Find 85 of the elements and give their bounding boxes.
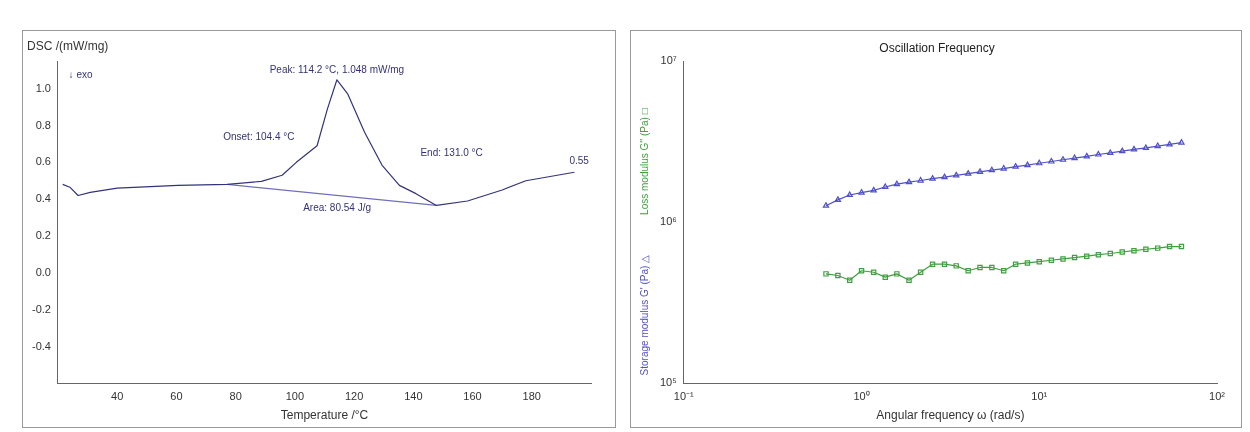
point bbox=[1130, 145, 1138, 152]
point bbox=[1036, 159, 1043, 166]
point bbox=[870, 186, 877, 193]
x-tick-label: 120 bbox=[344, 390, 364, 403]
x-tick-label: 60 bbox=[170, 390, 183, 403]
x-tick-label: 10¹ bbox=[1031, 390, 1048, 403]
y-tick-label: 10⁶ bbox=[660, 215, 677, 228]
point bbox=[1048, 257, 1055, 263]
point bbox=[964, 169, 972, 176]
point bbox=[1012, 163, 1019, 169]
point bbox=[977, 264, 983, 271]
point bbox=[1142, 144, 1150, 151]
point bbox=[929, 261, 936, 267]
point bbox=[906, 277, 912, 283]
point bbox=[1048, 157, 1055, 164]
y-tick-label: 0.4 bbox=[35, 192, 51, 205]
point bbox=[835, 272, 841, 279]
y-axis-title: DSC /(mW/mg) bbox=[27, 39, 109, 54]
annotation: 0.55 bbox=[569, 155, 590, 167]
point bbox=[846, 191, 853, 198]
point bbox=[941, 261, 948, 267]
y-tick-label: 0.2 bbox=[35, 229, 51, 242]
point bbox=[822, 202, 830, 208]
point bbox=[894, 271, 900, 277]
text: Storage modulus G' (Pa) △ bbox=[638, 254, 650, 376]
x-tick-label: 10⁻¹ bbox=[673, 390, 695, 403]
point bbox=[1095, 150, 1102, 157]
point bbox=[1060, 256, 1066, 262]
y-tick-label: 10⁷ bbox=[660, 54, 677, 67]
point bbox=[882, 183, 889, 190]
point bbox=[1155, 245, 1161, 251]
x-tick-label: 140 bbox=[404, 390, 423, 403]
x-tick-label: 40 bbox=[111, 390, 124, 403]
chart-title: Oscillation Frequency bbox=[879, 40, 995, 55]
point bbox=[1024, 260, 1031, 266]
annotation: Area: 80.54 J/g bbox=[303, 201, 371, 213]
point bbox=[1024, 161, 1031, 168]
point bbox=[905, 178, 913, 185]
point bbox=[823, 271, 829, 277]
y-tick-label: 10⁵ bbox=[660, 376, 677, 389]
point bbox=[1084, 253, 1090, 259]
point bbox=[1154, 142, 1161, 149]
point bbox=[882, 274, 888, 280]
y-tick-label: 0.6 bbox=[35, 155, 51, 168]
annotation: ↓ exo bbox=[68, 69, 93, 81]
point bbox=[917, 176, 924, 183]
x-tick-label: 180 bbox=[522, 390, 541, 403]
y-tick-label: 0.8 bbox=[35, 118, 51, 131]
x-tick-label: 80 bbox=[229, 390, 242, 403]
point bbox=[1083, 152, 1090, 159]
point bbox=[1107, 149, 1114, 156]
x-tick-label: 100 bbox=[285, 390, 305, 403]
point bbox=[989, 264, 995, 271]
x-tick-label: 160 bbox=[463, 390, 482, 403]
point bbox=[1178, 139, 1185, 145]
y-tick-label: -0.2 bbox=[31, 302, 51, 315]
point bbox=[1131, 247, 1137, 254]
point bbox=[834, 196, 842, 202]
point bbox=[965, 268, 971, 274]
point bbox=[1059, 156, 1067, 162]
annotation: Peak: 114.2 °C, 1.048 mW/mg bbox=[269, 63, 405, 75]
point bbox=[1036, 258, 1042, 265]
x-tick-label: 10² bbox=[1209, 390, 1226, 403]
point bbox=[1166, 140, 1173, 147]
point bbox=[976, 168, 984, 174]
annotation: Onset: 104.4 °C bbox=[223, 130, 295, 142]
x-axis-title: Temperature /°C bbox=[280, 408, 369, 423]
point bbox=[893, 180, 901, 187]
point bbox=[929, 175, 936, 181]
y-tick-label: -0.4 bbox=[31, 339, 51, 352]
point bbox=[1143, 246, 1149, 252]
point bbox=[1071, 154, 1078, 161]
point bbox=[953, 263, 959, 269]
point bbox=[1119, 147, 1126, 154]
text: Loss modulus G'' (Pa) □ bbox=[638, 108, 650, 215]
point bbox=[1000, 164, 1007, 171]
x-axis-title: Angular frequency ω (rad/s) bbox=[876, 408, 1025, 423]
x-tick-label: 10⁰ bbox=[853, 390, 870, 403]
point bbox=[1119, 249, 1125, 255]
y-tick-label: 0.0 bbox=[35, 265, 51, 278]
point bbox=[858, 189, 865, 195]
y-tick-label: 1.0 bbox=[35, 81, 51, 94]
point bbox=[988, 166, 996, 173]
point bbox=[1012, 261, 1019, 267]
annotation: End: 131.0 °C bbox=[420, 146, 483, 158]
